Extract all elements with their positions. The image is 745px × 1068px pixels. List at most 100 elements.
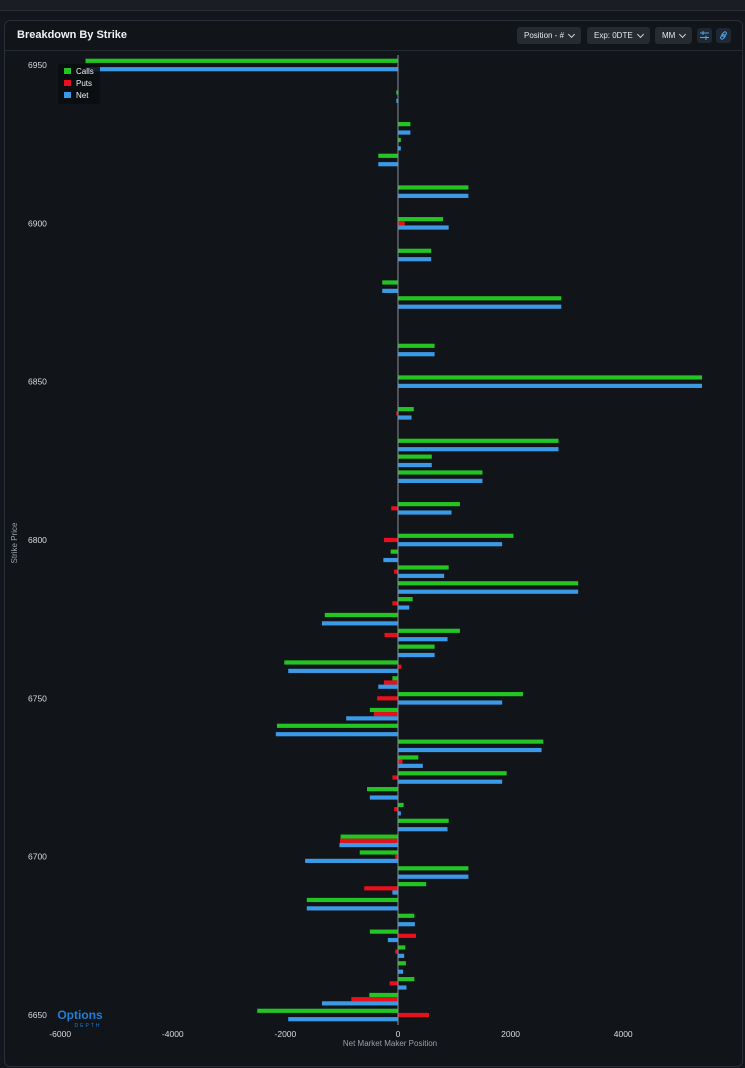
y-tick-label: 6650: [28, 1010, 47, 1020]
puts-bar: [398, 221, 405, 226]
panel-header: Breakdown By Strike Position - # Exp: 0D…: [5, 21, 742, 51]
puts-bar: [395, 854, 398, 859]
y-tick-label: 6900: [28, 218, 47, 228]
puts-bar: [383, 537, 398, 543]
net-bar: [398, 146, 401, 151]
legend-swatch: [64, 92, 71, 98]
calls-bar: [398, 882, 427, 887]
puts-bar: [398, 1012, 429, 1018]
calls-bar: [324, 612, 398, 618]
position-dropdown-label: Position - #: [524, 31, 565, 40]
net-bar: [398, 700, 503, 705]
calls-bar: [398, 502, 460, 507]
net-bar: [398, 415, 412, 420]
calls-bar: [284, 660, 398, 665]
net-bar: [398, 637, 448, 642]
mode-dropdown[interactable]: MM: [655, 27, 693, 44]
calls-bar: [398, 977, 415, 982]
net-bar: [398, 985, 407, 990]
net-bar: [398, 573, 445, 578]
net-bar: [85, 67, 398, 72]
puts-bar: [392, 775, 398, 780]
legend-label-net: Net: [76, 91, 89, 100]
net-bar: [398, 257, 432, 262]
calls-bar: [398, 470, 483, 475]
link-button[interactable]: [716, 28, 731, 43]
net-bar: [398, 652, 435, 658]
puts-bar: [398, 664, 402, 669]
net-bar: [378, 162, 398, 167]
calls-bar: [359, 850, 398, 855]
calls-bar: [398, 961, 406, 966]
net-bar: [321, 1001, 398, 1006]
net-bar: [398, 478, 483, 483]
expiry-dropdown[interactable]: Exp: 0DTE: [587, 27, 650, 44]
puts-bar: [394, 807, 398, 812]
puts-bar: [395, 949, 398, 954]
calls-bar: [398, 771, 507, 776]
net-bar: [398, 383, 703, 388]
net-bar: [398, 130, 411, 135]
puts-bar: [340, 838, 398, 843]
calls-bar: [340, 834, 398, 839]
calls-bar: [367, 787, 398, 792]
calls-bar: [382, 280, 398, 285]
calls-bar: [398, 137, 401, 143]
x-tick-label: -2000: [275, 1029, 297, 1039]
calls-bar: [398, 185, 469, 190]
puts-bar: [392, 601, 398, 606]
calls-bar: [398, 913, 415, 918]
net-bar: [398, 953, 405, 958]
calls-bar: [398, 818, 449, 823]
net-bar: [392, 890, 398, 895]
net-bar: [398, 304, 562, 309]
puts-bar: [398, 933, 417, 938]
logo-text: Options: [57, 1008, 103, 1022]
calls-bar: [398, 248, 432, 253]
puts-bar: [396, 411, 398, 416]
filter-icon: [700, 31, 709, 40]
net-bar: [398, 589, 579, 594]
net-bar: [398, 969, 404, 974]
net-bar: [398, 510, 452, 515]
net-bar: [398, 542, 503, 547]
y-axis-title: Strike Price: [10, 522, 19, 563]
net-bar: [306, 906, 398, 911]
calls-bar: [398, 454, 432, 459]
y-tick-label: 6950: [28, 60, 47, 70]
calls-bar: [398, 217, 444, 222]
net-bar: [398, 352, 435, 357]
calls-bar: [398, 628, 460, 633]
calls-bar: [398, 375, 703, 380]
net-bar: [346, 716, 398, 721]
filter-button[interactable]: [697, 28, 712, 43]
calls-bar: [369, 992, 398, 998]
net-bar: [396, 98, 398, 103]
calls-bar: [398, 343, 435, 348]
calls-bar: [398, 866, 469, 871]
net-bar: [398, 874, 469, 879]
x-tick-label: 4000: [614, 1029, 633, 1039]
calls-bar: [392, 676, 398, 681]
calls-bar: [398, 122, 411, 127]
legend-swatch: [64, 68, 71, 74]
mode-dropdown-label: MM: [662, 31, 676, 40]
calls-bar: [257, 1008, 398, 1013]
puts-bar: [364, 886, 398, 891]
puts-bar: [373, 712, 398, 717]
panel-title: Breakdown By Strike: [17, 29, 128, 41]
calls-bar: [398, 644, 435, 649]
calls-bar: [398, 692, 523, 697]
calls-bar: [369, 707, 398, 713]
net-bar: [398, 827, 448, 832]
net-bar: [398, 447, 559, 452]
calls-bar: [398, 533, 514, 538]
calls-bar: [398, 296, 562, 301]
calls-bar: [398, 945, 406, 950]
calls-bar: [398, 438, 559, 443]
net-bar: [398, 922, 415, 927]
net-bar: [398, 605, 410, 610]
net-bar: [398, 225, 449, 230]
position-dropdown[interactable]: Position - #: [517, 27, 582, 44]
puts-bar: [351, 997, 398, 1002]
